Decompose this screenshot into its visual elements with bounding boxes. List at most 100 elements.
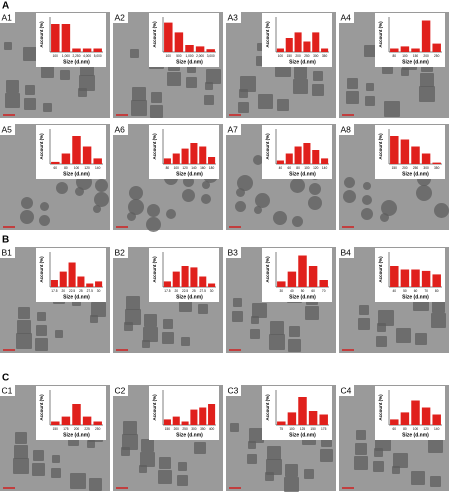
bar xyxy=(163,158,171,164)
particle xyxy=(37,312,46,321)
particle xyxy=(308,196,322,210)
particle xyxy=(35,338,48,351)
panel-label-box xyxy=(0,124,15,135)
x-tick-label: 150 xyxy=(310,427,316,431)
x-tick-label: 100 xyxy=(53,54,59,58)
x-tick-label: 140 xyxy=(191,166,197,170)
x-tick-label: 5,000 xyxy=(94,54,102,58)
bar xyxy=(181,266,189,287)
particle xyxy=(147,204,160,217)
panel-label-box xyxy=(113,124,128,135)
x-tick-label: 200 xyxy=(423,54,429,58)
particle xyxy=(285,464,298,477)
particle xyxy=(416,185,432,201)
particle xyxy=(288,339,301,352)
particle xyxy=(253,155,263,165)
bar xyxy=(400,412,410,425)
particle xyxy=(273,211,287,225)
x-axis-label: Size (d.nm) xyxy=(402,59,429,65)
x-tick-label: 1,000 xyxy=(186,54,194,58)
x-tick-label: 80 xyxy=(296,166,300,170)
particle xyxy=(4,42,12,50)
x-tick-label: 70 xyxy=(322,289,326,293)
x-tick-label: 175 xyxy=(321,427,327,431)
bar xyxy=(411,269,420,287)
particle xyxy=(202,181,210,189)
x-tick-label: 150 xyxy=(165,427,171,431)
particle xyxy=(361,208,373,220)
panel-label-box xyxy=(113,247,128,258)
particle xyxy=(362,195,372,205)
particle xyxy=(23,47,37,61)
x-tick-label: 20 xyxy=(61,289,65,293)
particle xyxy=(178,462,187,471)
panel-label-box xyxy=(339,12,354,23)
particle xyxy=(252,303,267,318)
inset xyxy=(375,386,445,440)
particle xyxy=(179,299,192,312)
inset xyxy=(375,125,445,179)
panel-label-box xyxy=(339,247,354,258)
particle xyxy=(166,209,176,219)
x-tick-label: 150 xyxy=(392,166,398,170)
panel-label-box xyxy=(0,247,15,258)
bar xyxy=(390,136,399,164)
y-axis-label: Account (%) xyxy=(39,21,44,48)
particle xyxy=(167,72,181,86)
x-tick-label: 27.5 xyxy=(87,289,93,293)
particle xyxy=(384,101,400,117)
particle xyxy=(194,442,206,454)
particle xyxy=(39,215,50,226)
bar xyxy=(411,48,420,52)
particle xyxy=(51,468,61,478)
particle xyxy=(233,298,242,307)
particle xyxy=(146,217,161,232)
bar xyxy=(164,22,173,52)
particle xyxy=(230,423,239,432)
x-tick-label: 150 xyxy=(53,427,59,431)
x-tick-label: 40 xyxy=(290,289,294,293)
bar xyxy=(82,146,92,164)
bar xyxy=(321,48,329,52)
x-tick-label: 25 xyxy=(79,289,83,293)
bar xyxy=(86,283,94,287)
particle xyxy=(378,310,394,326)
bar xyxy=(287,271,297,287)
particle xyxy=(186,77,197,88)
bar xyxy=(82,48,92,52)
x-tick-label: 150 xyxy=(287,54,293,58)
bar xyxy=(421,270,431,287)
x-tick-label: 60 xyxy=(414,289,418,293)
x-tick-label: 140 xyxy=(322,166,328,170)
inset xyxy=(262,386,332,440)
x-axis-label: Size (d.nm) xyxy=(289,432,316,438)
x-tick-label: 4,000 xyxy=(83,54,91,58)
particle xyxy=(320,449,333,462)
x-tick-label: 22.5 xyxy=(69,289,75,293)
particle xyxy=(56,182,68,194)
bar xyxy=(163,281,171,287)
x-tick-label: 2,000 xyxy=(196,54,204,58)
bar xyxy=(294,146,302,164)
x-tick-label: 150 xyxy=(413,54,419,58)
section-label: B xyxy=(2,235,9,246)
particle xyxy=(431,313,446,328)
bar xyxy=(190,267,198,287)
particle xyxy=(267,446,281,460)
panel-label: A4 xyxy=(341,12,352,22)
bar xyxy=(59,271,67,287)
bar xyxy=(321,158,329,164)
x-tick-label: 80 xyxy=(64,166,68,170)
x-tick-label: 100 xyxy=(278,54,284,58)
particle xyxy=(158,470,172,484)
x-tick-label: 225 xyxy=(84,427,90,431)
bar xyxy=(172,271,180,287)
y-axis-label: Account (%) xyxy=(39,256,44,283)
bar xyxy=(390,266,399,287)
x-tick-label: 300 xyxy=(313,54,319,58)
particle xyxy=(270,321,284,335)
x-tick-label: 50 xyxy=(403,289,407,293)
particle xyxy=(428,438,443,453)
panel-label: C3 xyxy=(228,385,239,395)
bar xyxy=(199,276,207,287)
